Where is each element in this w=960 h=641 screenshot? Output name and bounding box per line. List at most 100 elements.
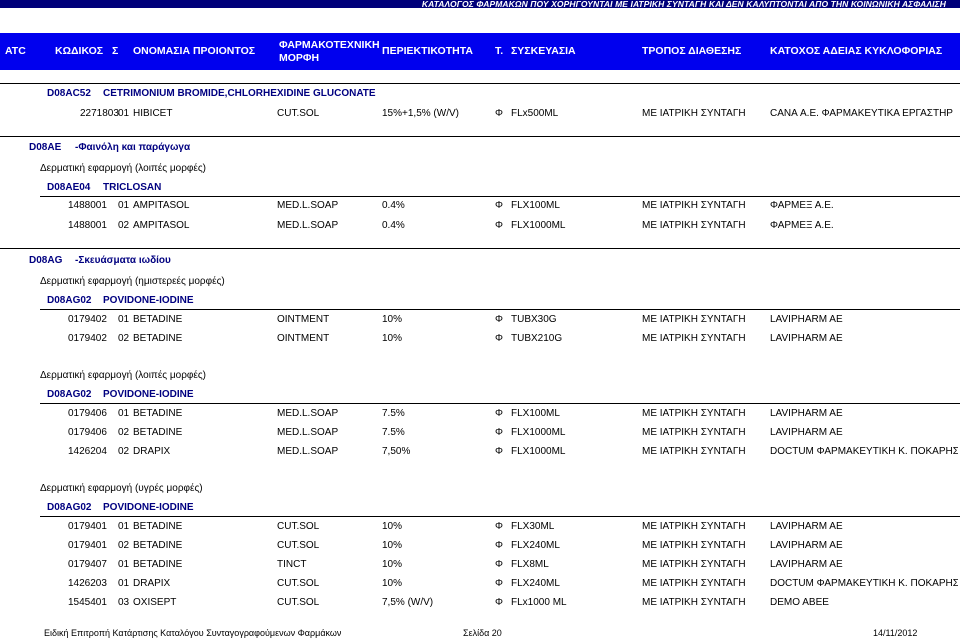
pack-seq: 01 [118, 108, 130, 119]
group-divider [40, 309, 960, 310]
pack-seq: 02 [118, 333, 130, 344]
license-holder: LAVIPHARM AE [770, 408, 843, 419]
package: TUBX210G [511, 333, 563, 344]
dispensing: ΜΕ ΙΑΤΡΙΚΗ ΣΥΝΤΑΓΗ [642, 578, 746, 589]
catalog-title: ΚΑΤΑΛΟΓΟΣ ΦΑΡΜΑΚΩΝ ΠΟΥ ΧΟΡΗΓΟΥΝΤΑΙ ΜΕ ΙΑ… [421, 0, 946, 9]
license-holder: LAVIPHARM AE [770, 559, 843, 570]
pharma-form: TINCT [277, 559, 307, 570]
package: FLX100ML [511, 200, 560, 211]
route-subtitle: Δερματική εφαρμογή (ημιστερεές μορφές) [40, 276, 225, 287]
product-code: 1488001 [68, 220, 107, 231]
package: TUBX30G [511, 314, 557, 325]
pack-seq: 01 [118, 521, 130, 532]
strength: 10% [382, 314, 403, 325]
route-subtitle: Δερματική εφαρμογή (λοιπές μορφές) [40, 370, 206, 381]
product-name: DRAPIX [133, 446, 171, 457]
product-code: 1488001 [68, 200, 107, 211]
license-holder: ΦΑΡΜΕΞ Α.Ε. [770, 200, 834, 211]
product-code: 0179402 [68, 333, 107, 344]
pack-seq: 02 [118, 540, 130, 551]
dispensing: ΜΕ ΙΑΤΡΙΚΗ ΣΥΝΤΑΓΗ [642, 540, 746, 551]
product-name: BETADINE [133, 314, 183, 325]
footer-committee: Ειδική Επιτροπή Κατάρτισης Καταλόγου Συν… [44, 628, 342, 638]
pack-seq: 03 [118, 597, 130, 608]
product-name: AMPITASOL [133, 220, 190, 231]
atc-group-code: D08AG [29, 255, 63, 266]
atc-group-code: D08AE [29, 142, 62, 153]
type: Φ [495, 521, 503, 532]
type: Φ [495, 559, 503, 570]
strength: 10% [382, 578, 403, 589]
header-pack: ΣΥΣΚΕΥΑΣΙΑ [511, 45, 576, 57]
license-holder: ΦΑΡΜΕΞ Α.Ε. [770, 220, 834, 231]
type: Φ [495, 408, 503, 419]
strength: 10% [382, 559, 403, 570]
header-atc: ATC [5, 45, 26, 57]
product-name: BETADINE [133, 540, 183, 551]
pharma-form: CUT.SOL [277, 597, 320, 608]
type: Φ [495, 200, 503, 211]
product-code: 0179406 [68, 427, 107, 438]
header-dispensing: ΤΡΟΠΟΣ ΔΙΑΘΕΣΗΣ [642, 45, 742, 57]
type: Φ [495, 540, 503, 551]
pharma-form: CUT.SOL [277, 540, 320, 551]
dispensing: ΜΕ ΙΑΤΡΙΚΗ ΣΥΝΤΑΓΗ [642, 220, 746, 231]
dispensing: ΜΕ ΙΑΤΡΙΚΗ ΣΥΝΤΑΓΗ [642, 559, 746, 570]
type: Φ [495, 108, 503, 119]
header-s: Σ [112, 45, 119, 57]
product-name: BETADINE [133, 408, 183, 419]
license-holder: CANA Α.Ε. ΦΑΡΜΑΚΕΥΤΙΚΑ ΕΡΓΑΣΤΗΡ [770, 108, 953, 119]
atc-group-title: -Φαινόλη και παράγωγα [75, 142, 191, 153]
strength: 10% [382, 521, 403, 532]
pack-seq: 01 [118, 314, 130, 325]
type: Φ [495, 333, 503, 344]
package: FLX240ML [511, 578, 560, 589]
strength: 7.5% [382, 408, 405, 419]
header-strength: ΠΕΡΙΕΚΤΙΚΟΤΗΤΑ [382, 45, 473, 57]
pharma-form: MED.L.SOAP [277, 446, 339, 457]
license-holder: LAVIPHARM AE [770, 427, 843, 438]
type: Φ [495, 597, 503, 608]
product-name: OXISEPT [133, 597, 177, 608]
strength: 0.4% [382, 220, 405, 231]
product-name: BETADINE [133, 559, 183, 570]
pharma-form: OINTMENT [277, 314, 330, 325]
package: FLX100ML [511, 408, 560, 419]
product-code: 1426204 [68, 446, 107, 457]
pharma-form: MED.L.SOAP [277, 427, 339, 438]
atc-code: D08AG02 [47, 502, 92, 513]
license-holder: LAVIPHARM AE [770, 333, 843, 344]
license-holder: DEMO ABEE [770, 597, 829, 608]
license-holder: DOCTUM ΦΑΡΜΑΚΕΥΤΙΚΗ Κ. ΠΟΚΑΡΗΣ [770, 578, 958, 589]
product-code: 0179401 [68, 521, 107, 532]
pack-seq: 01 [118, 559, 130, 570]
header-form-line1: ΦΑΡΜΑΚΟΤΕΧΝΙΚΗ [279, 39, 380, 51]
header-form-line2: ΜΟΡΦΗ [279, 52, 320, 64]
header-code: ΚΩΔΙΚΟΣ [55, 45, 104, 57]
route-subtitle: Δερματική εφαρμογή (υγρές μορφές) [40, 483, 203, 494]
dispensing: ΜΕ ΙΑΤΡΙΚΗ ΣΥΝΤΑΓΗ [642, 333, 746, 344]
product-name: BETADINE [133, 427, 183, 438]
dispensing: ΜΕ ΙΑΤΡΙΚΗ ΣΥΝΤΑΓΗ [642, 200, 746, 211]
product-code: 0179402 [68, 314, 107, 325]
substance-name: TRICLOSAN [103, 182, 162, 193]
substance-name: POVIDONE-IODINE [103, 389, 194, 400]
pack-seq: 02 [118, 220, 130, 231]
group-divider [40, 516, 960, 517]
license-holder: LAVIPHARM AE [770, 540, 843, 551]
package: FLX1000ML [511, 220, 566, 231]
type: Φ [495, 314, 503, 325]
license-holder: DOCTUM ΦΑΡΜΑΚΕΥΤΙΚΗ Κ. ΠΟΚΑΡΗΣ [770, 446, 958, 457]
type: Φ [495, 427, 503, 438]
product-name: HIBICET [133, 108, 173, 119]
dispensing: ΜΕ ΙΑΤΡΙΚΗ ΣΥΝΤΑΓΗ [642, 314, 746, 325]
pack-seq: 01 [118, 578, 130, 589]
atc-code: D08AE04 [47, 182, 91, 193]
footer-page-number: Σελίδα 20 [463, 628, 502, 638]
product-name: BETADINE [133, 521, 183, 532]
pharma-form: CUT.SOL [277, 578, 320, 589]
atc-code: D08AC52 [47, 88, 91, 99]
top-banner: ΚΑΤΑΛΟΓΟΣ ΦΑΡΜΑΚΩΝ ΠΟΥ ΧΟΡΗΓΟΥΝΤΑΙ ΜΕ ΙΑ… [0, 0, 960, 9]
package: FLX1000ML [511, 427, 566, 438]
license-holder: LAVIPHARM AE [770, 521, 843, 532]
